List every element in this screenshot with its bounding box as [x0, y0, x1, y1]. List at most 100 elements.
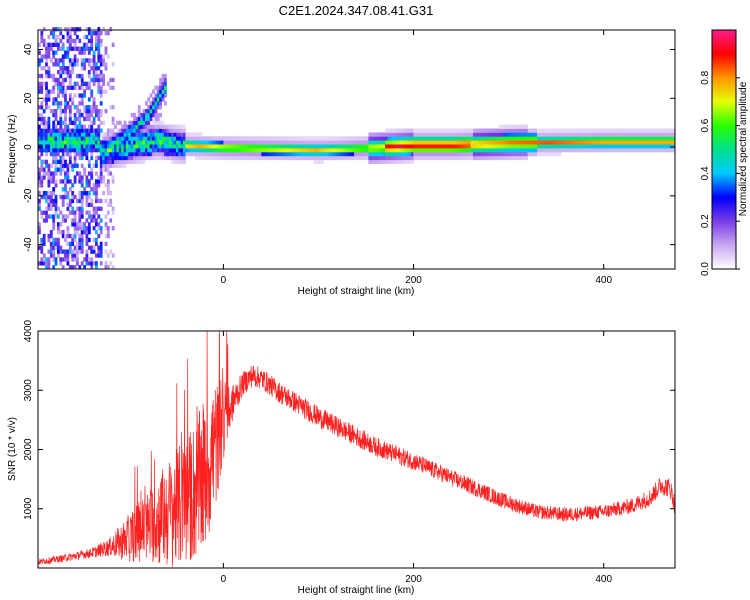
spectrogram-cell [38, 183, 41, 188]
spectrogram-cell [76, 257, 79, 262]
spectrogram-cell [99, 253, 103, 258]
spectrogram-cell [499, 140, 502, 145]
spectrogram-cell [653, 148, 657, 153]
spectrogram-cell [347, 140, 350, 145]
spectrogram-cell [135, 155, 139, 161]
spectrogram-cell [192, 148, 196, 153]
spectrogram-cell [484, 132, 488, 137]
spectrogram-cell [185, 144, 189, 149]
spectrogram-cell [244, 155, 248, 161]
spectrogram-cell [492, 136, 495, 141]
spectrogram-cell [97, 46, 101, 51]
spectrogram-cell [337, 155, 341, 161]
spectrogram-cell [259, 144, 262, 149]
spectrogram-cell [135, 140, 139, 145]
spectrogram-cell [99, 120, 103, 125]
spectrogram-cell [59, 167, 63, 172]
spectrogram-cell [45, 214, 48, 219]
spectrogram-cell [577, 136, 581, 141]
spectrogram-cell [620, 140, 624, 145]
spectrogram-cell [311, 136, 315, 141]
spectrogram-cell [87, 58, 91, 63]
spectrogram-cell [173, 128, 177, 133]
spectrogram-cell [66, 194, 70, 200]
spectrogram-cell [104, 151, 108, 157]
spectrogram-cell [57, 105, 60, 110]
spectrogram-cell [54, 42, 58, 47]
spectrogram-cell [316, 140, 319, 145]
spectrogram-cell [142, 116, 146, 122]
spectrogram-cell [78, 128, 82, 133]
spectrogram-cell [294, 151, 298, 157]
spectrogram-cell [83, 46, 86, 51]
spectrogram-cell [263, 136, 267, 141]
spectrogram-cell [97, 116, 101, 122]
spectrogram-cell [78, 171, 82, 176]
spectrogram-cell [57, 151, 60, 157]
spectrogram-cell [496, 144, 500, 149]
spectrogram-cell [187, 144, 191, 149]
spectrogram-cell [610, 144, 614, 149]
spectrogram-cell [71, 136, 75, 141]
spectrogram-cell [418, 132, 422, 137]
spectrogram-cell [420, 151, 424, 157]
spectrogram-cell [64, 101, 67, 106]
spectrogram-cell [596, 148, 600, 153]
spectrogram-cell [354, 136, 357, 141]
spectrogram-cell [135, 128, 139, 133]
spectrogram-cell [133, 112, 136, 118]
spectrogram-cell [154, 101, 158, 106]
spectrogram-cell [97, 226, 101, 231]
spectrogram-cell [121, 140, 124, 145]
spectrogram-cell [47, 175, 51, 180]
spectrogram-cell [85, 226, 89, 231]
spectrogram-cell [106, 187, 110, 192]
spectrogram-cell [104, 222, 108, 227]
spectrogram-cell [156, 124, 160, 129]
spectrogram-cell [133, 116, 136, 122]
spectrogram-cell [85, 112, 89, 118]
spectrogram-cell [118, 148, 122, 153]
spectrogram-cell [304, 151, 307, 157]
spectrogram-cell [54, 77, 58, 83]
spectrogram-cell [54, 97, 58, 102]
spectrogram-cell [78, 46, 82, 51]
spectrogram-cell [92, 218, 96, 223]
spectrogram-cell [473, 140, 476, 145]
spectrogram-cell [118, 144, 122, 149]
spectrogram-cell [52, 120, 56, 125]
spectrogram-cell [392, 148, 395, 153]
spectrogram-cell [61, 187, 65, 192]
spectrogram-cell [572, 144, 576, 149]
spectrogram-cell [178, 148, 181, 153]
spectrogram-cell [99, 198, 103, 204]
spectrogram-cell [40, 179, 44, 184]
spectrogram-cell [54, 237, 58, 243]
spectrogram-cell [672, 140, 676, 145]
figure-title: C2E1.2024.347.08.41.G31 [279, 3, 434, 18]
spectrogram-cell [637, 140, 640, 145]
spectrogram-cell [330, 155, 334, 161]
spectrogram-cell [639, 128, 643, 133]
spectrogram-cell [425, 144, 429, 149]
spectrogram-cell [563, 148, 567, 153]
spectrogram-cell [487, 136, 490, 141]
spectrogram-cell [87, 163, 91, 168]
spectrogram-cell [399, 159, 403, 164]
spectrogram-cell [87, 81, 91, 86]
spectrogram-cell [389, 148, 393, 153]
spectrogram-cell [114, 136, 117, 141]
spectrogram-cell [47, 198, 51, 204]
spectrogram-cell [102, 151, 105, 157]
spectrogram-cell [135, 116, 139, 122]
spectrogram-cell [282, 140, 286, 145]
spectrogram-cell [80, 206, 84, 211]
spectrogram-cell [166, 148, 170, 153]
spectrogram-cell [501, 132, 505, 137]
spectrogram-cell [76, 230, 79, 235]
spectrogram-cell [140, 148, 143, 153]
spectrogram-cell [154, 105, 158, 110]
spectrogram-cell [47, 148, 51, 153]
spectrogram-cell [178, 124, 181, 129]
spectrogram-cell [123, 132, 127, 137]
